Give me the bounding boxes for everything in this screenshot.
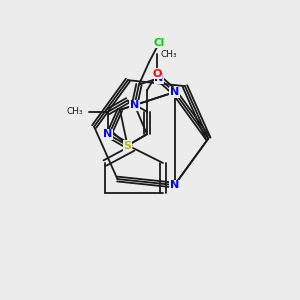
Text: CH₃: CH₃ bbox=[160, 50, 177, 59]
Text: N: N bbox=[154, 73, 164, 83]
Text: CH₃: CH₃ bbox=[67, 107, 83, 116]
Text: N: N bbox=[170, 180, 179, 190]
Text: N: N bbox=[130, 100, 139, 110]
Text: S: S bbox=[124, 140, 131, 151]
Text: N: N bbox=[103, 129, 112, 139]
Text: N: N bbox=[170, 87, 179, 97]
Text: O: O bbox=[152, 68, 162, 79]
Text: Cl: Cl bbox=[154, 38, 165, 48]
